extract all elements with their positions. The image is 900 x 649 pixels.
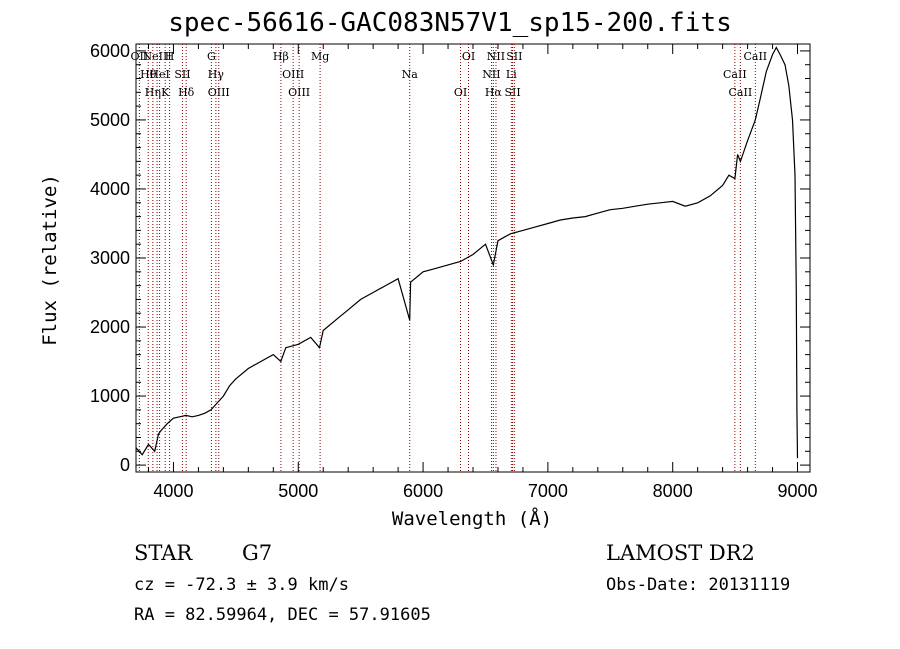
x-tick-label: 6000 [403, 481, 443, 501]
x-tick-label: 7000 [528, 481, 568, 501]
spectral-line-label: K [161, 86, 170, 99]
spectral-line-label: CaII [723, 68, 747, 81]
spectral-line-label: SII [504, 86, 520, 99]
y-tick-label: 2000 [90, 317, 130, 337]
spectral-line-label: Hδ [178, 86, 195, 99]
spectral-line-label: OI [454, 86, 467, 99]
obs-date-text: Obs-Date: 20131119 [606, 575, 791, 595]
y-axis-label: Flux (relative) [39, 174, 61, 346]
y-tick-label: 6000 [90, 41, 130, 61]
spectral-line-label: SII [506, 50, 522, 63]
chart-title: spec-56616-GAC083N57V1_sp15-200.fits [168, 8, 732, 38]
spectral-line-label: HeI [149, 68, 169, 81]
y-tick-label: 3000 [90, 248, 130, 268]
spectral-line-label: CaII [729, 86, 753, 99]
x-tick-label: 5000 [278, 481, 318, 501]
spectral-line-label: Li [506, 68, 517, 81]
spectral-line-label: OII [131, 50, 149, 63]
coordinates-text: RA = 82.59964, DEC = 57.91605 [134, 605, 431, 625]
x-tick-label: 9000 [777, 481, 817, 501]
object-subclass: G7 [242, 541, 273, 565]
spectral-line-label: Hη [145, 86, 161, 99]
redshift-text: cz = -72.3 ± 3.9 km/s [134, 575, 349, 595]
plot-frame [135, 43, 811, 473]
line-markers: OIIHθHηNeIIIHeIKHSIIHδGHγOIIIHβOIIIOIIIM… [131, 44, 767, 472]
y-tick-label: 4000 [90, 179, 130, 199]
spectral-line-label: OIII [288, 86, 310, 99]
spectral-line-label: Mg [311, 50, 329, 63]
y-tick-label: 5000 [90, 110, 130, 130]
x-tick-label: 8000 [653, 481, 693, 501]
spectral-line-label: Hβ [273, 50, 289, 63]
spectral-line-label: CaII [743, 50, 767, 63]
spectral-line-label: OIII [282, 68, 304, 81]
survey-label: LAMOST DR2 [606, 541, 755, 565]
y-tick-label: 1000 [90, 386, 130, 406]
spectrum-series-line [135, 46, 799, 459]
spectral-line-label: H [165, 50, 175, 63]
x-tick-label: 4000 [153, 481, 193, 501]
spectral-line-label: OI [462, 50, 475, 63]
spectral-line-label: Na [402, 68, 419, 81]
axes: 4000 5000 6000 7000 8000 9000 0 1000 2000 3000 400… [90, 41, 818, 501]
spectral-line-label: Hγ [208, 68, 225, 81]
spectral-line-label: NII [482, 68, 500, 81]
spectral-line-label: OIII [208, 86, 230, 99]
spectral-line-label: G [207, 50, 216, 63]
spectral-line-label: SII [174, 68, 190, 81]
spectral-line-label: Hα [485, 86, 503, 99]
spectral-line-label: NeIII [143, 50, 172, 63]
x-axis-label: Wavelength (Å) [391, 508, 553, 530]
spectral-line-label: NII [487, 50, 505, 63]
object-class: STAR [134, 541, 193, 565]
y-tick-label: 0 [120, 455, 130, 475]
